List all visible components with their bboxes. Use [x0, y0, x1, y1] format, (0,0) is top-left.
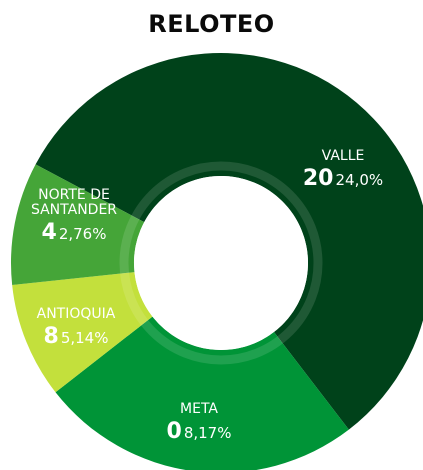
region-label: ANTIOQUIA	[37, 306, 116, 322]
count-label: 0	[167, 419, 182, 444]
label-meta: META 0 8,17%	[167, 401, 232, 444]
donut-hole	[134, 176, 308, 350]
slice-antioquia	[12, 272, 153, 393]
value-row: 20 24,0%	[303, 166, 383, 191]
inner-ring	[119, 161, 323, 365]
slice-norte-de-santander	[11, 164, 145, 285]
region-label: VALLE	[322, 148, 365, 164]
region-label: SANTANDER	[31, 202, 117, 218]
count-label: 8	[44, 324, 59, 349]
region-label: META	[180, 401, 218, 417]
slice-meta	[55, 316, 349, 470]
value-row: 0 8,17%	[167, 419, 232, 444]
count-label: 20	[303, 166, 334, 191]
region-label: NORTE DE	[38, 187, 110, 203]
count-label: 4	[42, 220, 57, 245]
slice-valle	[35, 53, 423, 430]
percent-label: 8,17%	[184, 424, 232, 442]
value-row: 8 5,14%	[44, 324, 109, 349]
value-row: 4 2,76%	[42, 220, 107, 245]
percent-label: 2,76%	[59, 225, 107, 243]
label-valle: VALLE 20 24,0%	[303, 148, 383, 191]
label-antioquia: ANTIOQUIA 8 5,14%	[37, 306, 116, 349]
percent-label: 24,0%	[335, 171, 383, 189]
percent-label: 5,14%	[61, 329, 109, 347]
chart-title: RELOTEO	[148, 10, 275, 38]
